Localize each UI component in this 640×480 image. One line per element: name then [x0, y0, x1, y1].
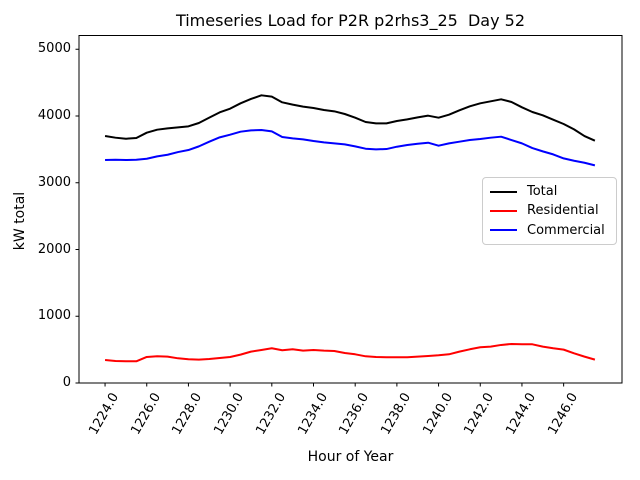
legend-label: Commercial [527, 222, 605, 238]
y-axis-label: kW total [12, 191, 28, 251]
legend-entry-residential: Residential [490, 203, 609, 218]
legend-line-sample [490, 190, 517, 193]
y-tick-label: 4000 [37, 108, 71, 123]
legend-label: Total [527, 184, 558, 200]
series-line-total [104, 94, 596, 142]
chart-title: Timeseries Load for P2R p2rhs3_25 Day 52 [175, 11, 526, 30]
legend-entry-total: Total [490, 184, 609, 199]
y-tick-label: 0 [62, 375, 71, 390]
y-tick-label: 1000 [37, 308, 71, 324]
legend-line-sample [490, 229, 517, 232]
legend-line-sample [490, 209, 517, 212]
series-line-residential [104, 342, 596, 363]
axes-frame [78, 35, 623, 384]
y-tick-label: 3000 [37, 174, 71, 190]
legend-label: Residential [527, 203, 599, 219]
x-axis-label: Hour of Year [307, 449, 394, 465]
legend: Total Residential Commercial [482, 177, 617, 245]
series-line-commercial [105, 129, 596, 167]
legend-entry-commercial: Commercial [490, 223, 609, 238]
y-tick-label: 5000 [37, 41, 71, 57]
y-tick-label: 2000 [37, 241, 71, 257]
